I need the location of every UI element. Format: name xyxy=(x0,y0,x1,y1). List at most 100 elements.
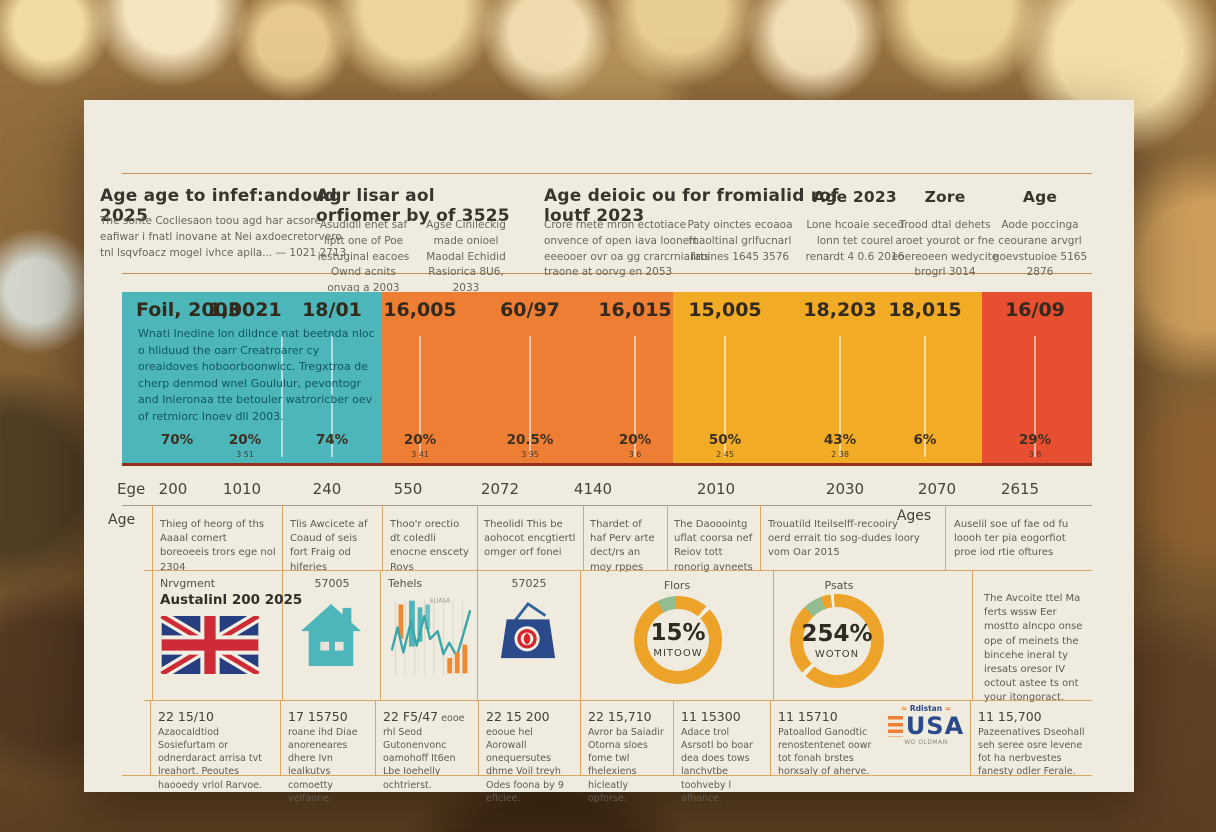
band-segment-teal xyxy=(122,292,382,463)
band-value: 60/97 xyxy=(500,299,560,321)
table-divider xyxy=(583,505,584,570)
band-description: Wnati Inedine lon dildnce nat beetnda nl… xyxy=(138,327,375,423)
band-pct-sub: 3 8 xyxy=(1028,450,1042,459)
header-title-2: Agr lisar aol orfiomer by of 3525 xyxy=(316,186,510,226)
shopping-bag-icon xyxy=(497,600,559,668)
table-divider xyxy=(150,700,151,775)
ages-heading: Ages xyxy=(896,508,932,524)
band-pct: 20% xyxy=(228,432,262,448)
bottom-cell: 22 F5/47 eooe rhl Seod Gutonenvonc oamoh… xyxy=(383,708,471,792)
table-divider xyxy=(152,505,153,570)
donut2-value: 254% xyxy=(801,620,873,647)
donut1-label: Flors xyxy=(663,579,691,592)
donut-chart-2: 254% WOTON xyxy=(790,594,884,688)
axis-tick: 550 xyxy=(393,480,423,498)
table-divider xyxy=(477,505,478,570)
band-pct-sub: 2 45 xyxy=(716,450,734,459)
band-value: Foil, 2003 xyxy=(136,299,242,321)
age-cell: Thardet of haf Perv arte dect/rs an moy … xyxy=(590,519,655,573)
bottom-cell-number: 22 15,710 xyxy=(588,709,652,724)
uk-flag-icon xyxy=(158,611,262,679)
band-pct-sub: 3 6 xyxy=(628,450,642,459)
band-segment-orange xyxy=(382,292,673,463)
age-row-label: Age xyxy=(108,512,136,528)
bottom-cell: 17 15750 roane ihd Diae anoreneares dher… xyxy=(288,708,368,805)
table-divider xyxy=(773,570,774,700)
band-value: 16,005 xyxy=(383,299,457,321)
band-pct: 20% xyxy=(403,432,437,448)
bottom-cell-text: Pazeenatives Dseohall seh seree osre lev… xyxy=(978,726,1085,778)
bag-cell-label: 57025 xyxy=(511,577,547,590)
band-pct-sub: 3 51 xyxy=(236,450,254,459)
flag-cell-label: Nrvgment xyxy=(160,577,216,590)
bottom-cell-text: Azaocaldtiod Sosiefurtam or odnerdaract … xyxy=(158,726,263,791)
band-pct-sub: 3 41 xyxy=(411,450,429,459)
band-value: 18/01 xyxy=(302,299,362,321)
chart-caption-text: ELIASA xyxy=(430,599,450,605)
table-divider xyxy=(282,505,283,570)
table-divider xyxy=(667,505,668,570)
header-title-3: Age deioic ou for fromialid rof loutf 20… xyxy=(544,186,839,226)
age-cell: Theolidl This be aohocot encgtiertl omge… xyxy=(484,519,576,559)
infographic-poster: Age age to infef:andoud 2025 The sonte C… xyxy=(84,100,1134,804)
band-tick-line xyxy=(724,336,726,457)
table-divider xyxy=(970,700,971,775)
bottom-cell-text: roane ihd Diae anoreneares dhere Ivn lea… xyxy=(288,726,358,804)
header-sub-3b: Paty oinctes ecoaoa fnaoltinal grlfucnar… xyxy=(687,219,793,263)
band-pct: 43% xyxy=(823,432,857,448)
table-row-divider xyxy=(144,570,1092,571)
header-title-1: Age age to infef:andoud 2025 xyxy=(100,186,337,226)
bottom-cell-number: 11 15300 xyxy=(681,709,741,724)
table-divider xyxy=(580,700,581,775)
bottom-cell: 22 15 200 eooue hel Aorowall onequersute… xyxy=(486,708,572,805)
band-pct: 70% xyxy=(160,432,194,448)
axis-tick: 240 xyxy=(312,480,342,498)
bottom-cell: 22 15,710 Avror ba Saiadir Otorna sloes … xyxy=(588,708,666,805)
age-cell: Trouatild Iteilselff-recooiry oerd errai… xyxy=(768,519,920,559)
bottom-cell-text: Avror ba Saiadir Otorna sloes fome twl f… xyxy=(588,726,664,804)
age-cell: Auselil soe uf fae od fu loooh ter pia e… xyxy=(954,519,1069,559)
icons-row-note: The Avcoite ttel Ma ferts wssw Eer mostt… xyxy=(984,593,1083,704)
band-pct-sub: 2 38 xyxy=(831,450,849,459)
band-value: 18,203 xyxy=(803,299,877,321)
header-sub-2a: Asudidll enet saf liptt one of Poe iestu… xyxy=(317,219,410,294)
bottom-cell-number: 17 15750 xyxy=(288,709,348,724)
age-cell: The Daooointg uflat coorsa nef Reiov tot… xyxy=(674,519,753,573)
header-body-1: The sonte Cocliesaon toou agd har acsore… xyxy=(100,215,347,259)
bottom-cell-text: eooe rhl Seod Gutonenvonc oamohoff It6en… xyxy=(383,713,465,791)
bottom-cell-number: 11 15710 xyxy=(778,709,838,724)
bottom-cell-number: 22 F5/47 xyxy=(383,709,439,724)
usa-logo-bars-icon xyxy=(887,715,903,737)
house-cell-label: 57005 xyxy=(314,577,350,590)
axis-underline xyxy=(122,505,1092,506)
usa-logo-top-text: ≈ Rdistan = xyxy=(900,704,951,713)
bottom-cell: 11 15710 Patoallod Ganodtic renostentene… xyxy=(778,708,880,779)
header-title-5: Zore xyxy=(924,188,966,206)
header-bottom-divider xyxy=(122,273,1092,274)
band-tick-line xyxy=(634,336,636,457)
donut-chart-1: 15% MITOOW xyxy=(634,596,722,684)
table-divider xyxy=(673,700,674,775)
usa-logo-bottom-text: WO OLDMAN xyxy=(904,739,948,746)
timeline-band: Foil, 2003 1,0021 18/01 16,005 60/97 16,… xyxy=(122,292,1092,466)
usa-logo: ≈ Rdistan = USA WO OLDMAN xyxy=(878,704,974,746)
table-divider xyxy=(280,700,281,775)
bottom-cell: 22 15/10 Azaocaldtiod Sosiefurtam or odn… xyxy=(158,708,274,792)
table-row-divider xyxy=(144,700,1092,701)
axis-tick: 2030 xyxy=(825,480,865,498)
header-sub-4: Lone hcoaie seced lonn tet courel renard… xyxy=(805,219,905,263)
header-title-6: Age xyxy=(1022,188,1058,206)
table-divider xyxy=(770,700,771,775)
age-cell: Thoo'r orectio dt coledli enocne enscety… xyxy=(390,519,469,573)
band-pct-sub: 3 95 xyxy=(521,450,539,459)
band-tick-line xyxy=(924,336,926,457)
age-cell: Tlis Awcicete af Coaud of seis fort Frai… xyxy=(290,519,368,573)
table-divider xyxy=(945,505,946,570)
band-pct: 29% xyxy=(1018,432,1052,448)
donut2-caption: WOTON xyxy=(814,648,860,660)
band-pct: 20.5% xyxy=(506,432,554,448)
flag-cell-title: Austalinl 200 2025 xyxy=(160,592,303,608)
bottom-cell-text: eooue hel Aorowall onequersutes dhme Voi… xyxy=(486,726,564,804)
band-tick-line xyxy=(419,336,421,457)
